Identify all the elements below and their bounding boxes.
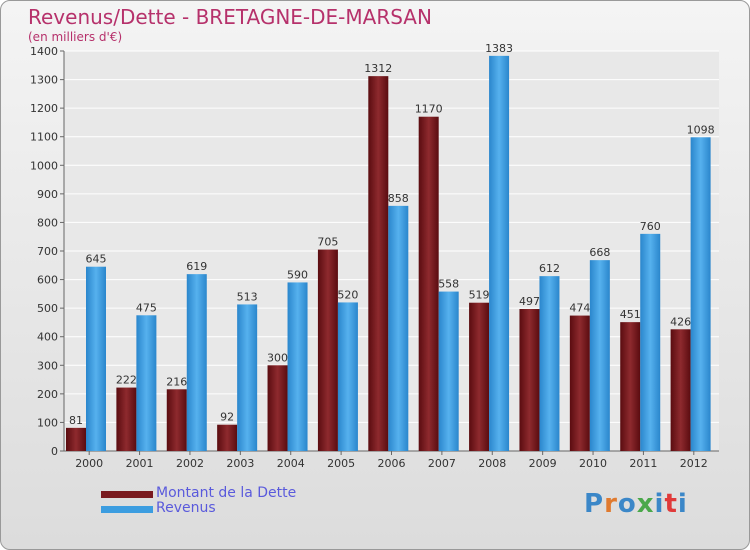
bar-dette [519,309,540,451]
data-label: 519 [469,289,490,302]
y-tick-label: 800 [37,216,58,229]
bar-revenus [690,137,711,452]
bar-revenus [489,55,510,451]
x-tick-label: 2009 [529,457,557,470]
data-label: 451 [620,308,641,321]
y-tick-label: 900 [37,188,58,201]
x-tick-label: 2005 [327,457,355,470]
y-tick-label: 1300 [30,74,58,87]
x-tick-label: 2001 [126,457,154,470]
data-label: 513 [237,290,258,303]
bar-dette [670,329,691,451]
data-label: 645 [86,253,107,266]
bar-dette [317,249,338,451]
data-label: 475 [136,301,157,314]
data-label: 520 [337,288,358,301]
bar-revenus [388,205,409,451]
bar-dette [267,365,288,451]
y-tick-label: 600 [37,274,58,287]
bar-revenus [86,266,106,451]
y-tick-label: 500 [37,302,58,315]
bar-revenus [589,260,610,451]
bar-dette [620,322,641,451]
legend-label-revenus: Revenus [156,500,216,516]
x-tick-label: 2011 [629,457,657,470]
bar-dette [116,387,137,451]
data-label: 474 [569,302,590,315]
x-tick-label: 2008 [478,457,506,470]
y-tick-label: 700 [37,245,58,258]
bar-revenus [136,315,157,451]
data-label: 1170 [415,103,443,116]
y-tick-label: 1200 [30,102,58,115]
chart-title: Revenus/Dette - BRETAGNE-DE-MARSAN [28,5,432,29]
data-label: 590 [287,268,308,281]
data-label: 1383 [485,42,513,55]
data-label: 300 [267,351,288,364]
bar-dette [469,302,490,451]
data-label: 222 [116,374,137,387]
bar-dette [368,76,389,452]
bar-revenus [438,291,459,451]
bar-dette [166,389,187,451]
data-label: 81 [69,414,83,427]
data-label: 1098 [687,123,715,136]
y-tick-label: 1100 [30,131,58,144]
bar-revenus [539,276,560,451]
bar-revenus [640,233,661,451]
data-label: 558 [438,278,459,291]
y-tick-label: 100 [37,416,58,429]
y-tick-label: 200 [37,388,58,401]
bar-revenus [237,304,258,451]
legend-label-dette: Montant de la Dette [156,485,297,501]
bar-dette [418,116,439,451]
bar-revenus [287,282,308,451]
data-label: 612 [539,262,560,275]
y-tick-label: 1000 [30,159,58,172]
data-label: 760 [640,220,661,233]
legend-swatch-dette [101,491,153,498]
x-tick-label: 2006 [378,457,406,470]
data-label: 705 [317,236,338,249]
bar-dette [66,427,86,451]
data-label: 497 [519,295,540,308]
data-label: 668 [589,246,610,259]
chart-subtitle: (en milliers d'€) [28,30,123,44]
bar-revenus [186,274,207,451]
legend-swatch-revenus [101,506,153,513]
x-tick-label: 2010 [579,457,607,470]
data-label: 216 [166,375,187,388]
data-label: 1312 [364,62,392,75]
x-tick-label: 2012 [680,457,708,470]
proxiti-logo: Proxiti [584,489,688,519]
x-tick-label: 2007 [428,457,456,470]
y-tick-label: 1400 [30,45,58,58]
x-tick-label: 2000 [75,457,103,470]
data-label: 92 [220,411,234,424]
bar-dette [569,315,590,451]
data-label: 858 [388,192,409,205]
x-tick-label: 2004 [277,457,305,470]
x-tick-label: 2002 [176,457,204,470]
data-label: 619 [186,260,207,273]
y-tick-label: 300 [37,359,58,372]
bar-revenus [337,302,358,451]
y-tick-label: 400 [37,331,58,344]
x-tick-label: 2003 [226,457,254,470]
y-tick-label: 0 [51,445,58,458]
bar-dette [217,424,238,451]
data-label: 426 [670,315,691,328]
